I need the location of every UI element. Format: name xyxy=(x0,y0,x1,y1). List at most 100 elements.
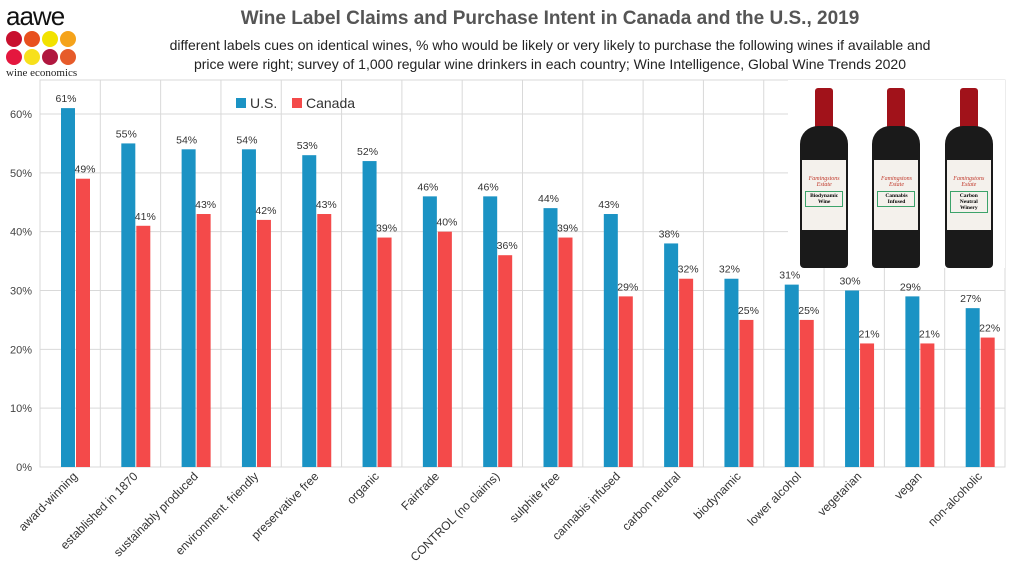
data-label: 39% xyxy=(557,223,578,235)
aawe-logo: aawe wine economics xyxy=(6,1,96,79)
bar-us xyxy=(664,243,679,467)
legend-label: Canada xyxy=(306,95,355,111)
bar-canada xyxy=(76,178,90,467)
legend-swatch xyxy=(292,98,302,108)
legend-label: U.S. xyxy=(250,95,277,111)
data-label: 54% xyxy=(236,134,257,146)
bottle-estate: Famingstons Estate xyxy=(953,176,985,188)
bottle-claim: Biodynamic Wine xyxy=(805,191,844,207)
chart-title: Wine Label Claims and Purchase Intent in… xyxy=(240,8,860,29)
bar-canada xyxy=(377,237,392,467)
y-tick-label: 20% xyxy=(10,344,32,356)
data-label: 25% xyxy=(798,305,819,317)
bar-us xyxy=(362,161,377,468)
bar-canada xyxy=(799,319,814,467)
bottle-estate: Famingstons Estate xyxy=(880,176,912,188)
data-label: 25% xyxy=(738,305,759,317)
bottle-estate: Famingstons Estate xyxy=(808,176,840,188)
data-label: 38% xyxy=(659,228,680,240)
bar-canada xyxy=(679,278,694,467)
x-tick-label: lower alcohol xyxy=(745,469,804,528)
data-label: 30% xyxy=(840,276,861,288)
y-tick-label: 50% xyxy=(10,168,32,180)
bar-us xyxy=(241,149,256,468)
data-label: 31% xyxy=(779,270,800,282)
x-tick-label: vegetarian xyxy=(815,469,865,519)
wine-bottles-image: Famingstons Estate Biodynamic Wine Faming… xyxy=(788,80,1005,268)
y-tick-label: 40% xyxy=(10,227,32,239)
data-label: 21% xyxy=(859,328,880,340)
bar-canada xyxy=(739,319,754,467)
bar-us xyxy=(724,278,739,467)
logo-dot xyxy=(6,31,22,47)
x-tick-label: carbon neutral xyxy=(619,469,683,533)
bar-canada xyxy=(920,343,935,467)
data-label: 36% xyxy=(497,240,518,252)
bar-canada xyxy=(860,343,875,467)
bar-canada xyxy=(437,231,452,467)
data-label: 39% xyxy=(376,223,397,235)
x-tick-label: sulphite free xyxy=(507,469,563,525)
bar-canada xyxy=(196,214,211,467)
data-label: 44% xyxy=(538,193,559,205)
bottle-claim: Carbon Neutral Winery xyxy=(949,191,988,213)
data-label: 46% xyxy=(478,181,499,193)
logo-subtitle: wine economics xyxy=(6,67,78,79)
data-label: 27% xyxy=(960,293,981,305)
data-label: 53% xyxy=(297,140,318,152)
logo-dot xyxy=(6,49,22,65)
data-label: 41% xyxy=(135,211,156,223)
data-label: 43% xyxy=(195,199,216,211)
x-tick-label: organic xyxy=(344,469,382,507)
bar-us xyxy=(483,196,498,467)
data-label: 32% xyxy=(678,264,699,276)
bar-us xyxy=(845,290,860,467)
y-tick-label: 10% xyxy=(10,403,32,415)
data-label: 21% xyxy=(919,328,940,340)
data-label: 29% xyxy=(617,281,638,293)
bar-canada xyxy=(980,337,995,467)
legend-swatch xyxy=(236,98,246,108)
bar-us xyxy=(422,196,437,467)
bar-us xyxy=(61,108,75,467)
chart-subtitle: different labels cues on identical wines… xyxy=(110,36,990,74)
x-tick-label: award-winning xyxy=(16,469,81,534)
subtitle-line-1: different labels cues on identical wines… xyxy=(169,37,931,53)
subtitle-line-2: price were right; survey of 1,000 regula… xyxy=(193,56,907,72)
bar-canada xyxy=(136,225,151,467)
bar-canada xyxy=(618,296,633,467)
wine-bottle: Famingstons Estate Cannabis Infused xyxy=(872,88,921,268)
bar-us xyxy=(905,296,920,467)
data-label: 61% xyxy=(55,93,76,105)
y-tick-label: 0% xyxy=(16,462,32,474)
x-tick-label: vegan xyxy=(892,469,925,502)
x-tick-label: biodynamic xyxy=(691,469,744,522)
logo-dot xyxy=(24,49,40,65)
data-label: 55% xyxy=(116,128,137,140)
data-label: 43% xyxy=(316,199,337,211)
wine-bottle: Famingstons Estate Biodynamic Wine xyxy=(800,88,849,268)
bar-us xyxy=(603,214,618,467)
bottle-claim: Cannabis Infused xyxy=(877,191,916,207)
bar-canada xyxy=(256,219,271,467)
logo-dot xyxy=(42,31,58,47)
bar-us xyxy=(121,143,136,467)
data-label: 22% xyxy=(979,323,1000,335)
x-tick-label: non-alcoholic xyxy=(925,469,985,529)
bar-us xyxy=(181,149,196,468)
logo-dot xyxy=(60,49,76,65)
bar-canada xyxy=(558,237,573,467)
bar-us xyxy=(543,208,558,467)
x-tick-label: Fairtrade xyxy=(398,469,442,513)
logo-dot xyxy=(42,49,58,65)
data-label: 43% xyxy=(598,199,619,211)
y-tick-label: 30% xyxy=(10,286,32,298)
data-label: 54% xyxy=(176,134,197,146)
data-label: 52% xyxy=(357,146,378,158)
y-tick-label: 60% xyxy=(10,109,32,121)
data-label: 49% xyxy=(74,164,95,176)
bar-canada xyxy=(498,255,513,467)
logo-brand: aawe xyxy=(6,1,65,31)
data-label: 40% xyxy=(436,217,457,229)
